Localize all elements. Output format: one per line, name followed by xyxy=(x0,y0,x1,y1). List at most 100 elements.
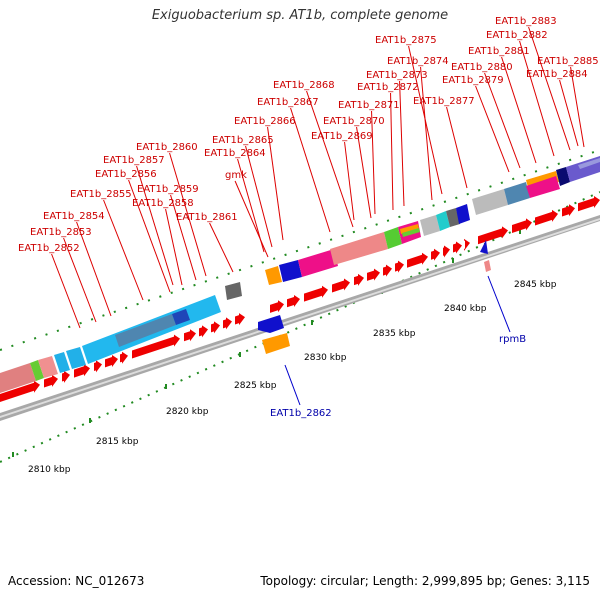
cds-arrow[interactable] xyxy=(578,195,600,212)
cds-arrow[interactable] xyxy=(235,313,245,326)
gene-label[interactable]: EAT1b_2860 xyxy=(136,142,198,153)
rna-label[interactable]: EAT1b_2862 xyxy=(270,408,332,419)
gene-label[interactable]: EAT1b_2866 xyxy=(234,116,296,127)
gene-leader-line xyxy=(390,92,394,211)
cds-arrow[interactable] xyxy=(223,317,232,330)
cds-arrow[interactable] xyxy=(395,260,404,273)
gene-leader-line xyxy=(519,40,555,157)
accession-text: Accession: NC_012673 xyxy=(8,574,145,588)
gene-label[interactable]: EAT1b_2855 xyxy=(70,189,132,200)
gene-label[interactable]: EAT1b_2885 xyxy=(537,56,599,67)
cds-arrow[interactable] xyxy=(62,370,70,383)
cds-arrow[interactable] xyxy=(535,209,558,226)
cds-arrow[interactable] xyxy=(478,226,508,245)
gene-label[interactable]: EAT1b_2861 xyxy=(176,212,238,223)
gene-label[interactable]: EAT1b_2872 xyxy=(357,82,419,93)
cds-arrow[interactable] xyxy=(270,300,284,313)
gene-label[interactable]: EAT1b_2879 xyxy=(442,75,504,86)
cds-arrow[interactable] xyxy=(211,321,220,334)
rna-feature-orange xyxy=(262,333,290,354)
gene-leader-line xyxy=(51,253,81,329)
cds-arrow[interactable] xyxy=(94,360,102,373)
gene-leader-line xyxy=(484,72,521,169)
genome-summary-text: Topology: circular; Length: 2,999,895 bp… xyxy=(260,574,590,588)
cds-arrow[interactable] xyxy=(431,248,440,261)
rpmB-feature xyxy=(484,260,491,272)
gene-label[interactable]: EAT1b_2883 xyxy=(495,16,557,27)
cds-arrow[interactable] xyxy=(407,252,428,268)
cds-arrow[interactable] xyxy=(304,285,328,302)
gene-leader-line xyxy=(356,126,372,219)
cds-arrow[interactable] xyxy=(354,273,364,286)
gene-label[interactable]: EAT1b_2859 xyxy=(137,184,199,195)
gene-leader-line xyxy=(267,126,284,241)
scale-label: 2810 kbp xyxy=(28,465,71,475)
cds-arrow[interactable] xyxy=(453,241,462,254)
gene-label[interactable]: EAT1b_2857 xyxy=(103,155,165,166)
cds-arrow[interactable] xyxy=(105,355,118,368)
gene-label[interactable]: gmk xyxy=(225,170,247,181)
gene-leader-line xyxy=(420,66,433,201)
gene-label[interactable]: EAT1b_2869 xyxy=(311,131,373,142)
gene-leader-line xyxy=(570,66,585,148)
gene-label[interactable]: EAT1b_2875 xyxy=(375,35,437,46)
gene-label[interactable]: EAT1b_2873 xyxy=(366,70,428,81)
scale-label: 2840 kbp xyxy=(444,304,487,314)
scale-label: 2845 kbp xyxy=(514,280,557,290)
gene-label[interactable]: EAT1b_2871 xyxy=(338,100,400,111)
gene-label[interactable]: EAT1b_2884 xyxy=(526,69,588,80)
gene-label[interactable]: EAT1b_2880 xyxy=(451,62,513,73)
gene-label[interactable]: EAT1b_2877 xyxy=(413,96,475,107)
gene-label[interactable]: EAT1b_2864 xyxy=(204,148,266,159)
gene-label[interactable]: EAT1b_2868 xyxy=(273,80,335,91)
gene-label[interactable]: EAT1b_2882 xyxy=(486,30,548,41)
gene-label[interactable]: EAT1b_2852 xyxy=(18,243,80,254)
scale-label: 2815 kbp xyxy=(96,437,139,447)
cds-arrow[interactable] xyxy=(464,238,470,251)
gene-leader-line xyxy=(245,145,273,248)
cds-arrow[interactable] xyxy=(383,264,392,277)
cds-arrow[interactable] xyxy=(132,334,180,359)
cds-arrow[interactable] xyxy=(184,329,196,342)
gene-leader-line xyxy=(408,45,443,195)
gene-leader-line xyxy=(528,26,571,151)
gene-leader-line xyxy=(209,222,234,273)
scale-label: 2830 kbp xyxy=(304,353,347,363)
cds-arrow[interactable] xyxy=(0,380,40,402)
gene-label[interactable]: EAT1b_2854 xyxy=(43,211,105,222)
cds-arrow[interactable] xyxy=(512,218,532,234)
gene-leader-line xyxy=(136,165,174,286)
cds-arrow[interactable] xyxy=(367,268,380,281)
cds-arrow[interactable] xyxy=(287,294,300,308)
cds-arrow[interactable] xyxy=(120,351,128,364)
gene-leader-line xyxy=(169,152,207,277)
gene-label[interactable]: EAT1b_2874 xyxy=(387,56,449,67)
cds-arrow[interactable] xyxy=(74,364,90,378)
gene-leader-line xyxy=(165,208,183,286)
scale-label: 2820 kbp xyxy=(166,407,209,417)
cds-arrow[interactable] xyxy=(44,374,58,388)
cds-arrow[interactable] xyxy=(199,325,208,338)
gene-leader-line xyxy=(234,180,269,258)
gene-label[interactable]: EAT1b_2853 xyxy=(30,227,92,238)
gene-leader-line xyxy=(170,194,197,281)
gene-label[interactable]: EAT1b_2870 xyxy=(323,116,385,127)
gene-label[interactable]: EAT1b_2867 xyxy=(257,97,319,108)
rna-label[interactable]: rpmB xyxy=(499,334,526,345)
gene-label[interactable]: EAT1b_2881 xyxy=(468,46,530,57)
cds-arrow[interactable] xyxy=(443,245,450,258)
cds-arrow[interactable] xyxy=(562,204,575,217)
cds-arrow[interactable] xyxy=(332,278,350,293)
gene-label[interactable]: EAT1b_2858 xyxy=(132,198,194,209)
gene-label[interactable]: EAT1b_2856 xyxy=(95,169,157,180)
genome-title: Exiguobacterium sp. AT1b, complete genom… xyxy=(151,8,449,23)
gene-leader-line xyxy=(290,107,331,233)
gene-leader-line xyxy=(128,179,171,293)
feature-strip-left xyxy=(0,295,221,393)
rpmB-marker xyxy=(480,240,488,254)
gene-leader-line xyxy=(475,85,510,173)
gene-leader-line xyxy=(446,106,468,189)
gene-leader-line xyxy=(344,141,355,221)
gene-label[interactable]: EAT1b_2865 xyxy=(212,135,274,146)
